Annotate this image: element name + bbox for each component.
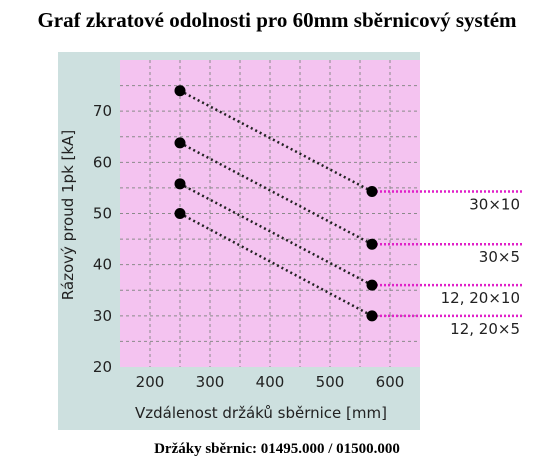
data-point [174,85,186,97]
x-tick-label: 300 [196,373,225,391]
data-point [366,238,378,250]
data-point [366,310,378,322]
y-axis-label: Rázový proud 1pk [kA] [59,130,77,300]
series-line [179,182,373,287]
series-label: 12, 20×5 [450,320,520,338]
series-label: 30×5 [479,248,520,266]
y-tick-label: 30 [93,307,112,325]
chart-title: Graf zkratové odolnosti pro 60mm sběrnic… [37,8,517,32]
data-point [174,208,186,219]
y-tick-label: 20 [93,358,112,376]
x-tick-label: 600 [376,373,405,391]
series-group: 30×10 30×5 12, 20×10 12, 20×5 [174,85,522,338]
data-point [174,137,186,149]
x-tick-label: 500 [316,373,345,391]
series-line [179,212,373,317]
data-point [366,279,378,291]
y-tick-label: 50 [93,205,112,223]
series-label: 30×10 [469,195,520,213]
x-tick-label: 200 [136,373,165,391]
y-tick-label: 60 [93,153,112,171]
y-tick-label: 70 [93,102,112,120]
y-tick-label: 40 [93,256,112,274]
data-point [174,178,186,190]
series-2: 12, 20×10 [174,178,522,307]
series-line [179,89,373,193]
series-3: 12, 20×5 [174,208,522,338]
series-1: 30×5 [174,137,522,266]
data-point [366,185,378,197]
tick-labels: 200 300 400 500 600 20 30 40 50 60 70 [93,102,404,391]
footer-caption: Držáky sběrnic: 01495.000 / 01500.000 [154,441,400,457]
series-line [179,141,373,246]
series-label: 12, 20×10 [441,289,520,307]
x-axis-label: Vzdálenost držáků sběrnice [mm] [135,404,387,422]
x-tick-label: 400 [256,373,285,391]
series-0: 30×10 [174,85,522,213]
